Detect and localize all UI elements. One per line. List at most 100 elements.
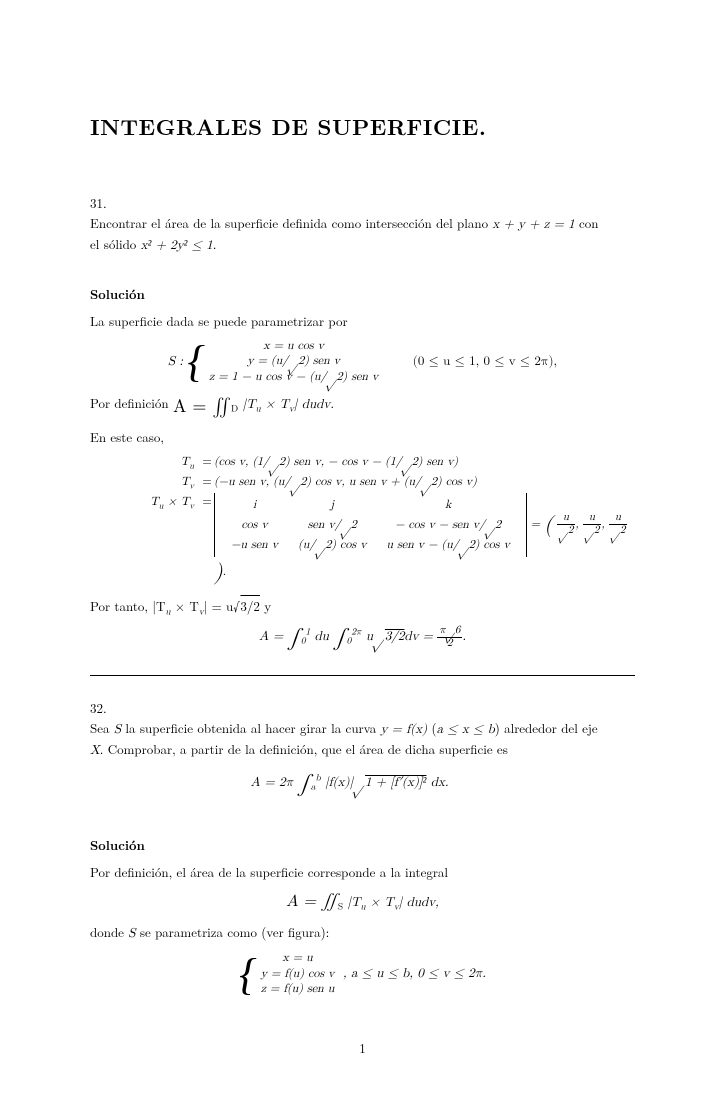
cases-block: { x = u y = f(u) cos v z = f(u) sen u: [239, 951, 334, 998]
text: | dudv.: [294, 398, 334, 411]
rhs: (−u sen v, (u/√2) cos v, u sen v + (u/√2…: [214, 473, 635, 491]
text: |T: [238, 398, 255, 411]
double-integral: A = ∬: [173, 398, 231, 416]
end: | dudv,: [399, 896, 439, 909]
case-row: x = u cos v: [209, 339, 378, 355]
parametrization-2: { x = u y = f(u) cos v z = f(u) sen u , …: [90, 951, 635, 998]
num: u: [583, 512, 602, 525]
case-row: z = f(u) sen u: [261, 982, 335, 998]
problem-32: 32. Sea S la superficie obtenida al hace…: [90, 698, 635, 807]
final-equation: A = ∫01 du ∫02π u3/2dv = π√62.: [90, 623, 635, 653]
brace-icon: {: [239, 953, 257, 997]
math: X: [90, 744, 100, 757]
divider: [90, 675, 635, 676]
cell: cos v: [221, 515, 288, 535]
sqrt: 3/2: [239, 596, 260, 615]
solution-heading: Solución: [90, 284, 635, 304]
body: |T: [343, 896, 360, 909]
lhs: A = 2π: [251, 776, 298, 789]
case-row: z = 1 − u cos v − (u/√2) sen v: [209, 370, 378, 386]
mid: × T: [366, 896, 394, 909]
equation-block: Tu = (cos v, (1/√2) sen v, − cos v − (1/…: [130, 453, 635, 590]
num: π√6: [437, 625, 462, 638]
paragraph: En este caso,: [90, 427, 635, 447]
text: y: [260, 596, 271, 615]
equals: =: [531, 518, 544, 530]
text: Encontrar el área de la superficie defin…: [90, 213, 492, 232]
sub: v: [189, 481, 194, 490]
num: u: [557, 512, 576, 525]
formula: A = 2π ∫ab |f(x)|1 + [f′(x)]² dx.: [90, 769, 609, 799]
case-row: y = f(u) cos v: [261, 967, 335, 983]
text: × T: [171, 596, 199, 615]
parametrization: S : { x = u cos v y = (u/√2) sen v z = 1…: [90, 339, 635, 386]
problem-statement: Sea S la superficie obtenida al hacer gi…: [90, 718, 609, 807]
den: 2: [437, 638, 462, 650]
sub: 0: [347, 636, 352, 646]
period: .: [462, 630, 466, 643]
sym: T: [181, 456, 190, 468]
text: se parametriza como (ver figura):: [136, 922, 330, 941]
cell: (u/√2) cos v: [288, 535, 376, 555]
paragraph: Por tanto, |Tu × Tv| = u3/2 y: [90, 596, 635, 616]
sub: u: [189, 461, 194, 470]
text: × T: [261, 398, 289, 411]
text: dv =: [404, 630, 437, 643]
problem-number: 31.: [90, 193, 112, 213]
cell: j: [288, 495, 376, 515]
text: du: [315, 630, 334, 643]
paragraph: Por definición A = ∬D |Tu × Tv| dudv.: [90, 393, 635, 421]
text: ) alrededor del eje: [495, 718, 598, 737]
body: |f(x)|: [325, 776, 353, 789]
cases-block: { x = u cos v y = (u/√2) sen v z = 1 − u…: [187, 339, 378, 386]
sub: a: [311, 781, 316, 791]
paragraph: Por definición, el área de la superficie…: [90, 862, 635, 882]
den: √2: [609, 525, 628, 537]
den: √2: [583, 525, 602, 537]
case-row: x = u: [261, 951, 335, 967]
cell: − cos v − sen v/√2: [376, 515, 519, 535]
integral-formula: A = ∬S |Tu × Tv| dudv,: [90, 890, 635, 914]
math-plane: x + y + z = 1: [492, 218, 574, 231]
math-expr: A = ∬D |Tu × Tv| dudv.: [173, 398, 334, 411]
text: Sea: [90, 718, 114, 737]
den: √2: [557, 525, 576, 537]
text: Por tanto, |T: [90, 596, 165, 615]
problem-number: 32.: [90, 698, 112, 718]
math-solid: x² + 2y² ≤ 1.: [141, 239, 217, 252]
sup: 1: [306, 627, 311, 637]
sqrt: 1 + [f′(x)]²: [364, 776, 426, 789]
sup: 2π: [351, 627, 361, 637]
paragraph: La superficie dada se puede parametrizar…: [90, 311, 635, 331]
cell: u sen v − (u/√2) cos v: [376, 535, 519, 555]
math: S: [128, 927, 135, 940]
cell: i: [221, 495, 288, 515]
problem-statement: Encontrar el área de la superficie defin…: [90, 213, 609, 256]
cell: k: [376, 495, 519, 515]
math: S: [114, 723, 121, 736]
text: Por definición: [90, 393, 173, 412]
text: . Comprobar, a partir de la definición, …: [100, 739, 508, 758]
brace-icon: {: [187, 340, 205, 384]
domain-range: , a ≤ u ≤ b, 0 ≤ v ≤ 2π.: [343, 967, 486, 980]
sub: v: [189, 501, 194, 510]
lhs: A =: [259, 630, 288, 643]
sup: b: [315, 772, 320, 782]
text: donde: [90, 922, 128, 941]
page-number: 1: [90, 1038, 635, 1058]
paragraph: donde S se parametriza como (ver figura)…: [90, 922, 635, 944]
dx: dx.: [426, 776, 448, 789]
num: u: [609, 512, 628, 525]
sym: T: [150, 496, 159, 508]
text: la superficie obtenida al hacer girar la…: [121, 718, 381, 737]
sym: × T: [163, 496, 189, 508]
text: (: [427, 718, 436, 737]
cell: sen v/√2: [288, 515, 376, 535]
solution-heading: Solución: [90, 835, 635, 855]
domain-range: (0 ≤ u ≤ 1, 0 ≤ v ≤ 2π),: [413, 355, 557, 368]
math: y = f(x): [381, 723, 428, 736]
sqrt: 3/2: [384, 630, 405, 643]
math: a ≤ x ≤ b: [437, 723, 495, 736]
text: | = u: [204, 596, 234, 615]
cell: −u sen v: [221, 535, 288, 555]
